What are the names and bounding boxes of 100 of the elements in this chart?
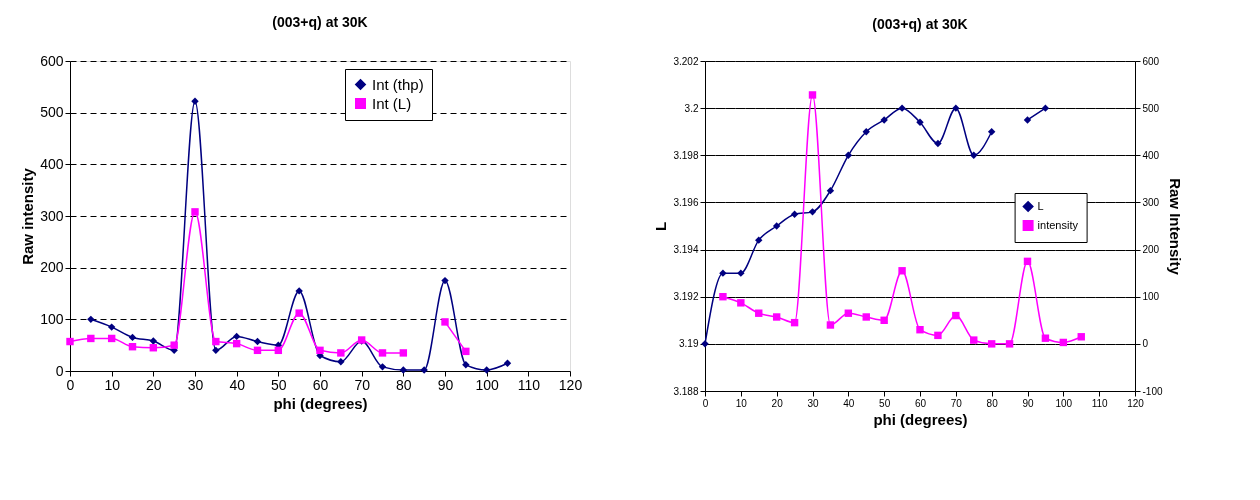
x-tick-label: 40	[843, 397, 855, 409]
y-tick-label: 200	[40, 259, 64, 276]
point	[737, 299, 745, 307]
point	[970, 151, 978, 159]
point	[844, 151, 853, 159]
point	[880, 316, 888, 324]
y2-tick-label: 300	[1142, 196, 1160, 208]
point	[808, 91, 817, 99]
y-tick-label: 3.196	[673, 196, 699, 208]
y-tick-label: 400	[40, 155, 64, 172]
x-tick-label: 120	[558, 376, 583, 393]
x-tick-label: 30	[807, 397, 819, 409]
x-axis-title: phi (degrees)	[873, 410, 968, 428]
x-tick-label: 40	[229, 376, 246, 393]
point	[378, 349, 387, 357]
point	[337, 357, 345, 366]
x-tick-label: 110	[1091, 397, 1109, 409]
point	[737, 269, 745, 277]
y2-tick-label: -100	[1142, 385, 1163, 397]
y2-tick-label: 200	[1142, 244, 1160, 256]
point	[898, 267, 906, 275]
y-tick-label: 3.198	[673, 149, 699, 161]
point	[1005, 340, 1014, 348]
point	[952, 104, 960, 112]
x-tick-label: 60	[312, 376, 329, 393]
x-axis-title: phi (degrees)	[273, 394, 368, 412]
x-tick-label: 50	[879, 397, 891, 409]
point	[862, 313, 870, 321]
point	[212, 337, 220, 346]
point	[87, 334, 95, 343]
y-tick-label: 3.2	[684, 102, 699, 114]
chart-title: (003+q) at 30K	[272, 14, 368, 30]
x-tick-label: 120	[1127, 397, 1145, 409]
y2-tick-label: 500	[1142, 102, 1160, 114]
point	[772, 313, 781, 321]
y-tick-label: 3.202	[673, 55, 699, 67]
legend-label: Int (L)	[372, 94, 412, 112]
y-tick-label: 3.194	[673, 244, 699, 256]
point	[719, 293, 727, 301]
point	[934, 139, 942, 148]
point	[482, 366, 491, 374]
point	[191, 97, 199, 106]
point	[232, 332, 241, 341]
point	[441, 318, 449, 326]
x-tick-label: 100	[475, 376, 500, 393]
y-axis-title: Raw intensity	[19, 167, 37, 265]
x-tick-label: 10	[104, 376, 121, 393]
x-tick-label: 60	[914, 397, 927, 409]
legend-label: L	[1037, 199, 1044, 212]
point	[970, 336, 978, 344]
x-tick-label: 50	[271, 376, 287, 393]
y-tick-label: 3.188	[673, 385, 699, 397]
y-tick-label: 3.192	[673, 291, 699, 303]
point	[934, 331, 942, 340]
point	[253, 337, 262, 346]
point	[862, 128, 870, 136]
point	[755, 236, 763, 244]
point	[191, 208, 199, 216]
x-tick-label: 10	[735, 397, 748, 409]
point	[87, 315, 95, 324]
point	[987, 340, 996, 348]
point	[170, 341, 178, 349]
x-tick-label: 80	[986, 397, 999, 409]
point	[462, 347, 470, 356]
x-tick-label: 20	[771, 397, 784, 409]
point	[441, 276, 449, 285]
point	[399, 366, 408, 374]
point	[212, 346, 220, 355]
x-tick-label: 90	[1022, 397, 1034, 409]
y-tick-label: 500	[40, 104, 64, 121]
y-tick-label: 0	[55, 362, 64, 379]
x-tick-label: 30	[187, 376, 204, 393]
point	[107, 323, 116, 331]
point	[772, 222, 781, 230]
point	[808, 208, 817, 216]
point	[826, 321, 835, 329]
x-tick-label: 80	[396, 376, 412, 393]
y-axis-title: L	[652, 221, 670, 232]
point	[987, 128, 996, 136]
point	[295, 309, 303, 317]
point	[790, 210, 799, 218]
y2-tick-label: 600	[1142, 55, 1160, 67]
x-tick-label: 0	[66, 376, 75, 393]
y2-tick-label: 400	[1142, 149, 1160, 161]
point	[149, 337, 158, 345]
point	[916, 326, 924, 334]
y-tick-label: 100	[40, 310, 64, 327]
point	[316, 346, 324, 355]
legend-label: intensity	[1037, 218, 1079, 231]
point	[1041, 104, 1050, 112]
y2-tick-label: 100	[1142, 291, 1160, 303]
chart-title: (003+q) at 30K	[872, 16, 968, 32]
x-tick-label: 70	[950, 397, 963, 409]
y-tick-label: 300	[40, 207, 64, 224]
y2-axis-title: Raw Intensity	[1166, 178, 1184, 276]
x-tick-label: 100	[1055, 397, 1073, 409]
x-tick-label: 70	[354, 376, 371, 393]
point	[462, 361, 470, 369]
x-tick-label: 0	[702, 397, 709, 409]
legend-label: Int (thp)	[372, 75, 424, 93]
